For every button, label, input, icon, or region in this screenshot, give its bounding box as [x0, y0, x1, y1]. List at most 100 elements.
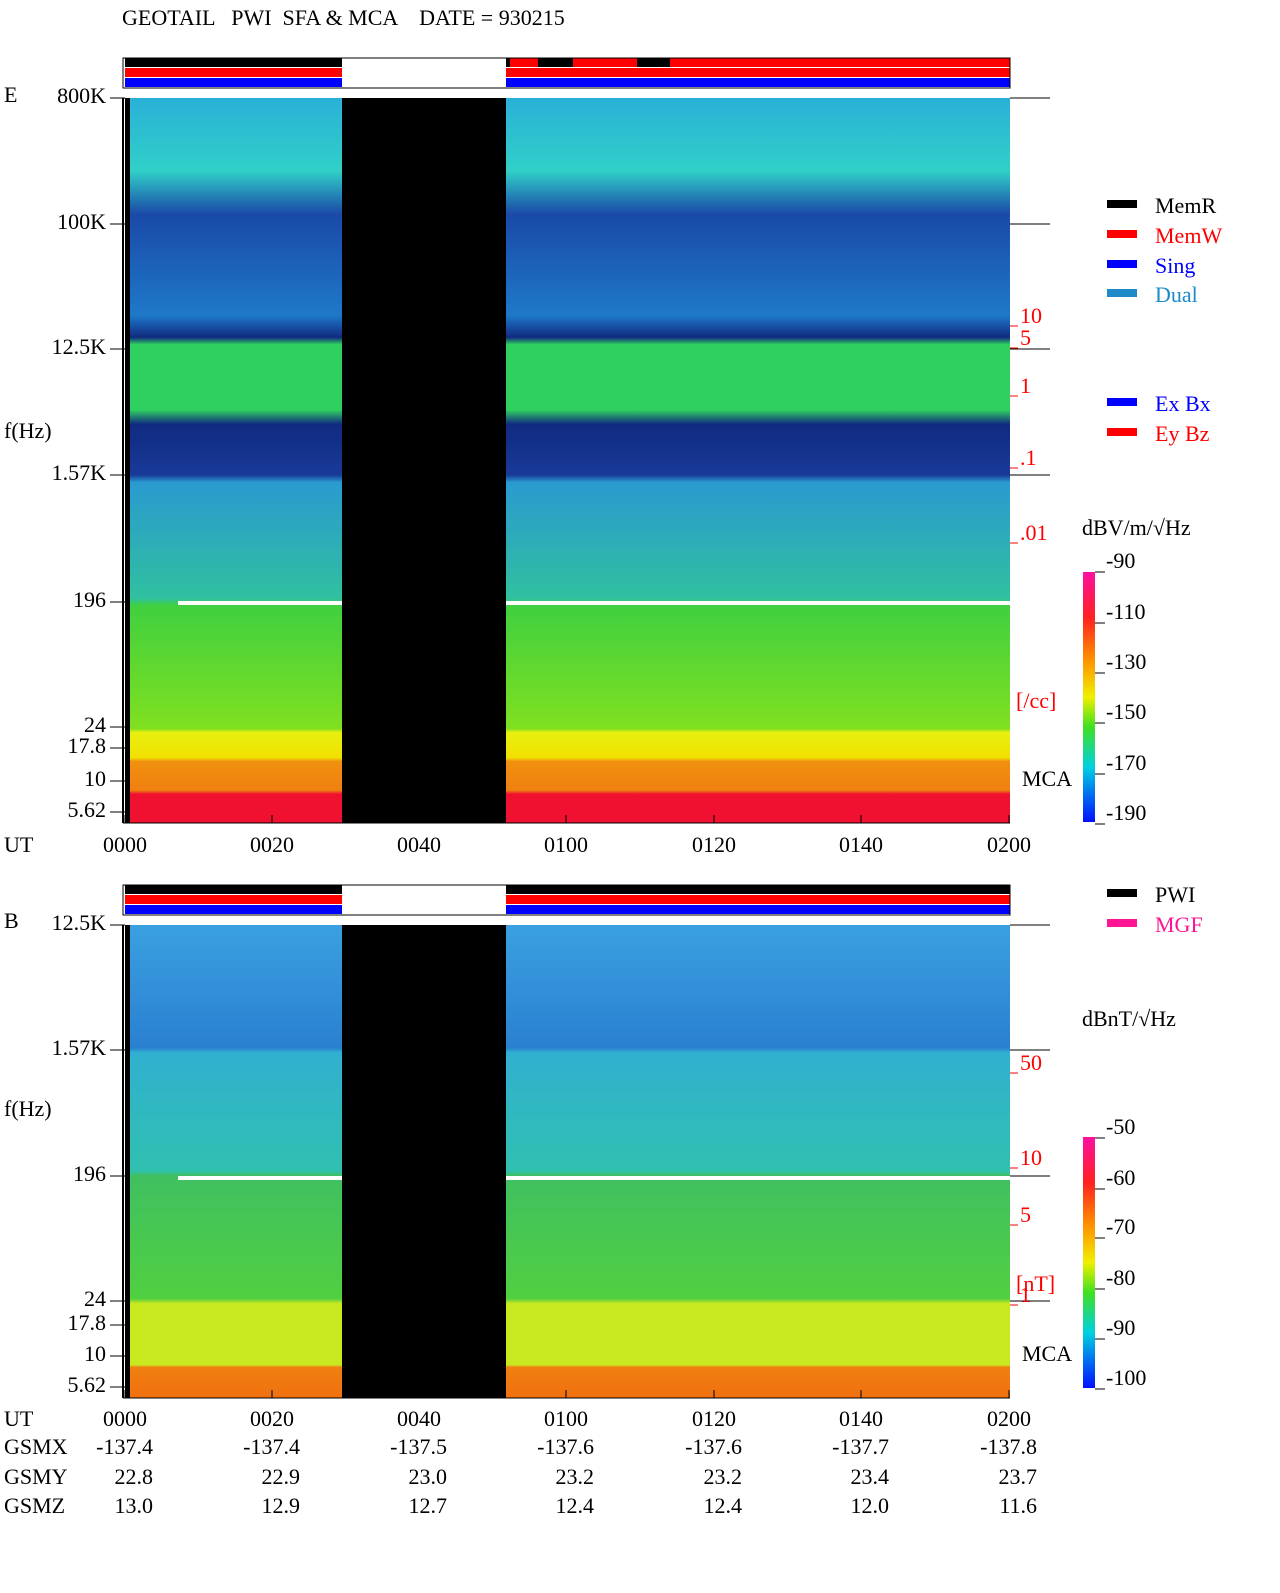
legend-label: MemW — [1155, 223, 1222, 248]
x-tick-label: 0140 — [839, 832, 883, 857]
density-tick: 5 — [1020, 1202, 1031, 1227]
x-axis-label: UT — [4, 1406, 34, 1431]
ephemeris-value: -137.5 — [390, 1434, 447, 1459]
legend-swatch — [1107, 889, 1137, 897]
ephemeris-value: 12.4 — [704, 1493, 743, 1518]
ephemeris-value: 23.0 — [409, 1464, 448, 1489]
y-tick-label: 1.57K — [52, 460, 107, 485]
colorbar — [1083, 572, 1095, 822]
ephemeris-value: -137.4 — [96, 1434, 153, 1459]
colorbar-tick-label: -90 — [1106, 548, 1135, 573]
spectrogram — [125, 98, 1010, 823]
status-bar — [670, 58, 1010, 67]
y-axis-label: f(Hz) — [4, 1096, 52, 1121]
density-tick: 1 — [1020, 373, 1031, 398]
edge — [125, 925, 130, 1398]
status-bar — [125, 68, 342, 77]
x-tick-label: 0020 — [250, 1406, 294, 1431]
ephemeris-value: -137.8 — [980, 1434, 1037, 1459]
data-gap — [342, 98, 506, 823]
y-tick-label: 12.5K — [52, 334, 107, 359]
x-axis-label: UT — [4, 832, 34, 857]
status-bar — [125, 885, 342, 894]
colorbar — [1083, 1137, 1095, 1388]
status-bar — [125, 905, 342, 914]
y-tick-label: 10 — [84, 766, 106, 791]
ephemeris-value: -137.7 — [832, 1434, 889, 1459]
x-tick-label: 0120 — [692, 1406, 736, 1431]
colorbar-tick-label: -190 — [1106, 800, 1146, 825]
y-tick-label: 17.8 — [68, 733, 107, 758]
legend-swatch — [1107, 200, 1137, 208]
colorbar-tick-label: -130 — [1106, 649, 1146, 674]
y-tick-label: 12.5K — [52, 910, 107, 935]
status-bar — [125, 78, 342, 87]
legend-swatch — [1107, 260, 1137, 268]
legend-swatch — [1107, 230, 1137, 238]
ephemeris-value: 13.0 — [115, 1493, 154, 1518]
legend-swatch — [1107, 428, 1137, 436]
ephemeris-value: 12.7 — [409, 1493, 448, 1518]
y-tick-label: 1.57K — [52, 1035, 107, 1060]
density-tick: 5 — [1020, 325, 1031, 350]
y-tick-label: 10 — [84, 1341, 106, 1366]
mca-label: MCA — [1022, 1341, 1072, 1366]
y-tick-label: 196 — [73, 587, 106, 612]
density-tick: 10 — [1020, 303, 1042, 328]
status-frame — [122, 884, 1011, 916]
density-tick: .01 — [1020, 520, 1048, 545]
ephemeris-value: 23.2 — [704, 1464, 743, 1489]
legend-label: MGF — [1155, 912, 1203, 937]
status-bar — [506, 68, 1010, 77]
legend-swatch — [1107, 919, 1137, 927]
status-bar — [573, 58, 637, 67]
y-tick-label: 800K — [57, 83, 106, 108]
colorbar-tick-label: -50 — [1106, 1114, 1135, 1139]
x-tick-label: 0000 — [103, 1406, 147, 1431]
colorbar-tick-label: -60 — [1106, 1165, 1135, 1190]
legend-label: PWI — [1155, 882, 1195, 907]
x-tick-label: 0000 — [103, 832, 147, 857]
legend-swatch — [1107, 398, 1137, 406]
status-bar — [506, 78, 1010, 87]
ephemeris-value: 11.6 — [999, 1493, 1037, 1518]
ephemeris-name: GSMX — [4, 1434, 68, 1459]
ephemeris-value: 12.0 — [851, 1493, 890, 1518]
ephemeris-name: GSMY — [4, 1464, 68, 1489]
density-tick: 1 — [1020, 1282, 1031, 1307]
ephemeris-value: -137.4 — [243, 1434, 300, 1459]
status-bar — [125, 895, 342, 904]
ephemeris-value: 22.9 — [262, 1464, 301, 1489]
colorbar-tick-label: -100 — [1106, 1365, 1146, 1390]
ephemeris-value: -137.6 — [685, 1434, 742, 1459]
density-tick: 10 — [1020, 1145, 1042, 1170]
x-tick-label: 0040 — [397, 832, 441, 857]
spectrogram — [125, 925, 1010, 1398]
x-tick-label: 0120 — [692, 832, 736, 857]
y-tick-label: 24 — [84, 712, 106, 737]
colorbar-tick-label: -90 — [1106, 1315, 1135, 1340]
ephemeris-value: 12.4 — [556, 1493, 595, 1518]
ephemeris-value: -137.6 — [537, 1434, 594, 1459]
status-bar — [125, 58, 342, 67]
ephemeris-value: 23.7 — [999, 1464, 1038, 1489]
status-bar — [506, 885, 1010, 894]
panel-label: E — [4, 82, 17, 107]
y-tick-label: 5.62 — [68, 797, 107, 822]
y-tick-label: 24 — [84, 1286, 106, 1311]
colorbar-tick-label: -70 — [1106, 1214, 1135, 1239]
y-axis-label: f(Hz) — [4, 418, 52, 443]
ephemeris-name: GSMZ — [4, 1493, 65, 1518]
legend-swatch — [1107, 289, 1137, 297]
ephemeris-value: 22.8 — [115, 1464, 154, 1489]
ephemeris-value: 23.2 — [556, 1464, 595, 1489]
ephemeris-value: 23.4 — [851, 1464, 890, 1489]
y-tick-label: 196 — [73, 1161, 106, 1186]
ephemeris-value: 12.9 — [262, 1493, 301, 1518]
status-bar — [510, 58, 538, 67]
y-tick-label: 17.8 — [68, 1310, 107, 1335]
colorbar-tick-label: -80 — [1106, 1265, 1135, 1290]
x-tick-label: 0100 — [544, 1406, 588, 1431]
density-unit: [/cc] — [1016, 688, 1056, 713]
